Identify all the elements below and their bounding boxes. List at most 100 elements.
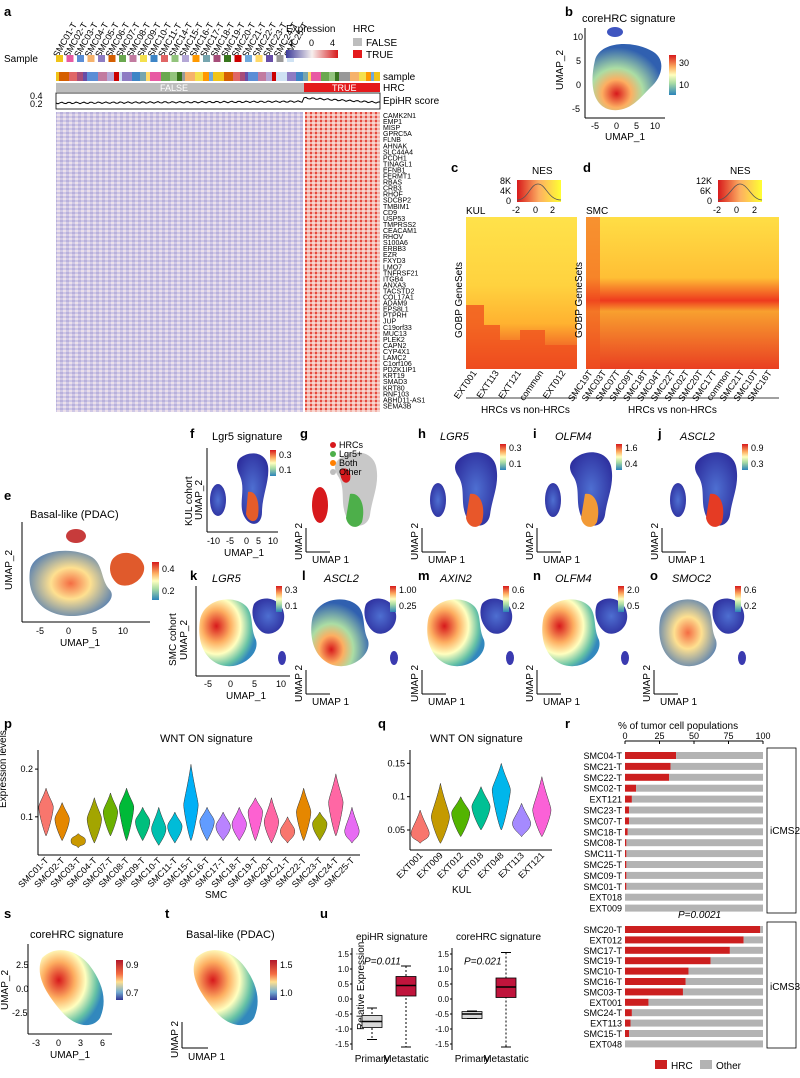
panel-d-density-curve — [717, 183, 763, 201]
panel-u-ytick-label: 1.0 — [438, 965, 450, 974]
panel-r-category-label: SMC22-T — [583, 773, 622, 783]
panel-j-hotspot — [706, 493, 724, 527]
bar-hrc-SMC24-T — [625, 1009, 632, 1017]
panel-u-ytick-label: 0.5 — [338, 980, 350, 989]
sample-swatch — [98, 55, 105, 62]
gene-label: CD9 — [383, 210, 397, 217]
panel-k-xtick: -5 — [204, 679, 212, 689]
sample-track-segment — [258, 72, 266, 81]
panel-e-colorbar — [152, 562, 159, 600]
panel-i-hotspot — [581, 493, 599, 527]
panel-letter-i: i — [533, 426, 537, 441]
panel-r: r % of tumor cell populations 0 25 50 75 100… — [565, 716, 800, 1072]
panel-o-ylabel: UMAP 2 — [642, 665, 653, 702]
panel-d-density-6k: 6K — [700, 186, 711, 196]
sample-track-segment — [296, 72, 303, 81]
sample-track-segment — [311, 72, 321, 81]
panel-d-heatmap — [586, 217, 779, 369]
sample-track-segment — [248, 72, 258, 81]
sample-swatch — [203, 55, 210, 62]
heatmap-nonhrc-block — [56, 112, 304, 412]
panel-j-cbar-bottom: 0.3 — [751, 459, 764, 469]
panel-f: f Lgr5 signature -10 -5 0 5 10 UMAP_1 KU… — [184, 426, 292, 559]
panel-g-legend-dot — [330, 451, 336, 457]
sample-track-segment — [119, 72, 122, 81]
panel-e-title: Basal-like (PDAC) — [30, 509, 119, 521]
sample-track-segment — [77, 72, 83, 81]
panel-n-umap-cloud — [542, 599, 600, 667]
sample-swatch — [87, 55, 95, 62]
panel-letter-e: e — [4, 488, 11, 503]
sample-swatch — [245, 55, 252, 62]
bar-other-SMC22-T — [669, 773, 763, 781]
panel-h-axes — [421, 528, 446, 553]
panel-f-xtick-neg10: -10 — [207, 536, 220, 546]
sample-track-segment — [374, 72, 380, 81]
sample-track-segment — [287, 72, 296, 81]
bar-hrc-SMC10-T — [625, 967, 689, 975]
violin-SMC23-T — [312, 811, 328, 842]
gene-label: PCDH1 — [383, 155, 407, 162]
sample-track-segment — [69, 72, 77, 81]
panel-j-title: ASCL2 — [679, 431, 715, 443]
gene-label: FERMT1 — [383, 174, 411, 181]
panel-p-ylabel: Expression levels — [0, 730, 9, 808]
panel-s-xtick-0: 0 — [56, 1038, 61, 1048]
bar-hrc-SMC21-T — [625, 762, 671, 770]
gene-label: CRB3 — [383, 186, 402, 193]
gene-label: PTPRH — [383, 313, 407, 320]
bar-hrc-EXT012 — [625, 936, 744, 944]
panel-d-nes-label: NES — [730, 166, 751, 177]
panel-l-cluster-right — [364, 598, 397, 634]
panel-t-cbar-bottom: 1.0 — [280, 988, 293, 998]
gene-label: EZR — [383, 252, 397, 259]
bar-other-SMC24-T — [631, 1009, 763, 1017]
panel-r-legend-other: Other — [716, 1061, 742, 1072]
sample-swatch — [66, 55, 74, 62]
panel-r-category-label: EXT018 — [589, 893, 622, 903]
panel-t-xlabel: UMAP 1 — [188, 1052, 225, 1063]
bar-other-SMC04-T — [676, 752, 763, 759]
sample-track-segment — [83, 72, 87, 81]
panel-f-xtick-0: 0 — [244, 536, 249, 546]
panel-o-umap-cloud — [659, 599, 717, 667]
panel-g-axis-arrows: UMAP 1 UMAP 2 — [294, 523, 349, 566]
violin-SMC18-T — [231, 806, 247, 842]
violin-EXT001 — [410, 809, 430, 844]
panel-j-cluster-main — [695, 452, 738, 526]
panel-r-category-label: SMC19-T — [583, 956, 622, 966]
gene-label: SLC44A4 — [383, 149, 413, 156]
gene-label: ERBB3 — [383, 246, 406, 253]
panel-letter-r: r — [565, 716, 570, 731]
panel-g-legend-label: Lgr5+ — [339, 449, 362, 459]
panel-c-density-8k: 8K — [500, 176, 511, 186]
panel-c-nes-tick-neg2: -2 — [512, 205, 520, 215]
panel-n-colorbar — [618, 586, 624, 612]
bar-hrc-SMC19-T — [625, 957, 711, 965]
panel-g-xlabel: UMAP 1 — [312, 555, 349, 566]
bar-hrc-EXT113 — [625, 1019, 631, 1027]
panel-u-group-title: coreHRC signature — [456, 932, 541, 943]
sample-swatch — [182, 55, 189, 62]
panel-o-cbar-bottom: 0.2 — [744, 601, 757, 611]
gene-label: CYP4X1 — [383, 349, 410, 356]
panel-k-xtick: 0 — [228, 679, 233, 689]
gene-label: TMBIM1 — [383, 204, 410, 211]
sample-track-segment — [146, 72, 150, 81]
sample-swatch — [77, 55, 84, 62]
panel-o-cbar-top: 0.6 — [744, 585, 757, 595]
bar-hrc-SMC08-T — [625, 839, 627, 847]
panel-r-category-label: SMC07-T — [583, 816, 622, 826]
gene-label: RBAS — [383, 180, 402, 187]
violin-SMC11-T — [167, 811, 183, 844]
panel-k-ylabel: UMAP_2 — [179, 620, 190, 660]
panel-u-ytick-label: 1.5 — [338, 950, 350, 959]
panel-letter-t: t — [165, 906, 170, 921]
sample-swatch — [108, 55, 116, 62]
sample-track-segment — [240, 72, 245, 81]
violin-ytick-label: 0.05 — [387, 825, 405, 835]
panel-k-xtick: 5 — [252, 679, 257, 689]
panel-b-xtick-5: 5 — [634, 121, 639, 131]
panel-g-legend-label: Other — [339, 467, 362, 477]
